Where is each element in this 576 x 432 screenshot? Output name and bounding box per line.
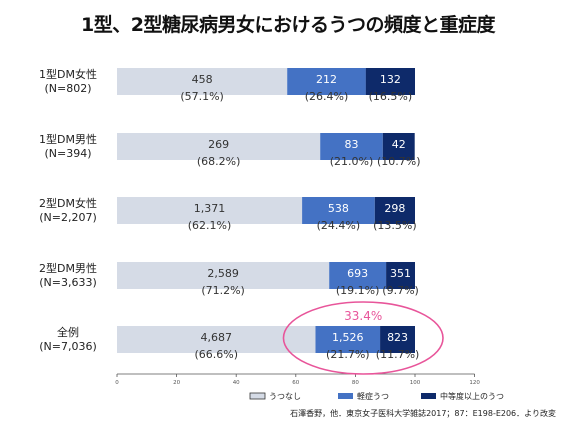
bar-percent-label: (9.7%) [382,284,419,297]
bar-segment [386,262,415,289]
bar-count-label: 458 [192,73,213,86]
bar-count-label: 693 [347,267,368,280]
bar-segment [117,262,330,289]
legend-label: うつなし [269,392,301,401]
bar-percent-label: (21.7%) [326,348,370,361]
bar-percent-label: (21.0%) [330,155,374,168]
bar-segment [287,68,366,95]
bar-percent-label: (11.7%) [376,348,420,361]
x-tick-label: 120 [469,380,480,386]
bar-count-label: 269 [208,138,229,151]
bar-percent-label: (62.1%) [188,219,232,232]
bar-percent-label: (16.5%) [369,90,413,103]
bar-count-label: 2,589 [207,267,239,280]
bar-percent-label: (71.2%) [201,284,245,297]
bar-count-label: 212 [316,73,337,86]
x-tick-label: 80 [352,380,359,386]
bar-percent-label: (68.2%) [197,155,241,168]
bar-segment [380,326,415,353]
bar-count-label: 132 [380,73,401,86]
x-tick-label: 0 [115,380,119,386]
source-citation: 石澤香野，他．東京女子医科大学雑誌2017；87：E198-E206．より改変 [290,409,556,418]
bar-segment [329,262,387,289]
bar-percent-label: (66.6%) [194,348,238,361]
bar-count-label: 83 [345,138,359,151]
bar-percent-label: (13.5%) [373,219,417,232]
bar-segment [374,197,415,224]
bar-segment [320,133,383,160]
x-tick-label: 100 [410,380,421,386]
category-n-label: (N=2,207) [39,211,97,224]
x-tick-label: 60 [292,380,299,386]
bar-segment [382,133,415,160]
bar-segment [315,326,381,353]
legend-label: 中等度以上のうつ [440,391,504,401]
annotation-label: 33.4% [344,309,382,323]
bar-count-label: 42 [392,138,406,151]
bar-segment [117,197,303,224]
bar-percent-label: (57.1%) [180,90,224,103]
legend-swatch [421,393,436,399]
bar-count-label: 298 [384,202,405,215]
category-label: 全例 [57,325,79,339]
bar-percent-label: (26.4%) [305,90,349,103]
category-n-label: (N=7,036) [39,340,97,353]
category-n-label: (N=802) [44,82,91,95]
bar-count-label: 823 [387,331,408,344]
bar-segment [117,326,316,353]
category-label: 2型DM男性 [39,261,97,275]
legend-label: 軽症うつ [357,391,389,401]
bar-count-label: 4,687 [200,331,232,344]
bar-segment [302,197,375,224]
category-n-label: (N=394) [44,147,91,160]
bar-segment [365,68,415,95]
category-label: 1型DM女性 [39,67,97,81]
highlight-ellipse [282,301,444,375]
legend-swatch [249,392,266,400]
x-tick-label: 40 [233,380,240,386]
bar-percent-label: (24.4%) [317,219,361,232]
bar-count-label: 1,526 [332,331,364,344]
bar-percent-label: (10.7%) [377,155,421,168]
bar-percent-label: (19.1%) [336,284,380,297]
bar-segment [117,68,288,95]
legend-swatch [338,393,353,399]
category-label: 1型DM男性 [39,132,97,146]
bar-count-label: 351 [390,267,411,280]
chart-title: 1型、2型糖尿病男女におけるうつの頻度と重症度 [81,14,495,36]
bar-count-label: 1,371 [194,202,226,215]
x-tick-label: 20 [173,380,180,386]
category-label: 2型DM女性 [39,196,97,210]
bar-count-label: 538 [328,202,349,215]
bar-segment [117,133,321,160]
category-n-label: (N=3,633) [39,276,97,289]
